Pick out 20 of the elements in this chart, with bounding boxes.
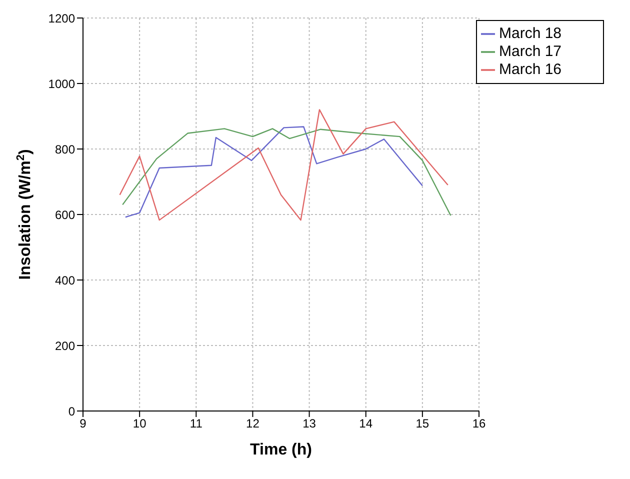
x-tick-label: 13 xyxy=(302,416,316,431)
y-tick-label: 0 xyxy=(68,404,76,418)
legend-label: March 18 xyxy=(499,25,562,42)
x-tick-label: 11 xyxy=(190,416,203,431)
y-tick-label: 200 xyxy=(54,338,76,353)
x-tick-label: 12 xyxy=(246,416,260,431)
y-tick-label: 400 xyxy=(54,273,76,288)
y-tick-label: 800 xyxy=(54,142,76,156)
line-series xyxy=(119,109,448,221)
x-tick-label: 15 xyxy=(416,416,430,431)
legend-label: March 16 xyxy=(499,61,562,78)
x-tick-label: 16 xyxy=(472,416,486,431)
x-tick-label: 14 xyxy=(359,416,373,431)
y-tick-label: 1200 xyxy=(48,11,76,26)
x-axis-title: Time (h) xyxy=(250,441,312,458)
y-tick-label: 600 xyxy=(54,208,76,222)
legend-label: March 17 xyxy=(499,43,562,60)
y-tick-label: 1000 xyxy=(48,76,76,91)
x-tick-label: 10 xyxy=(132,416,147,431)
x-tick-label: 9 xyxy=(80,416,87,431)
